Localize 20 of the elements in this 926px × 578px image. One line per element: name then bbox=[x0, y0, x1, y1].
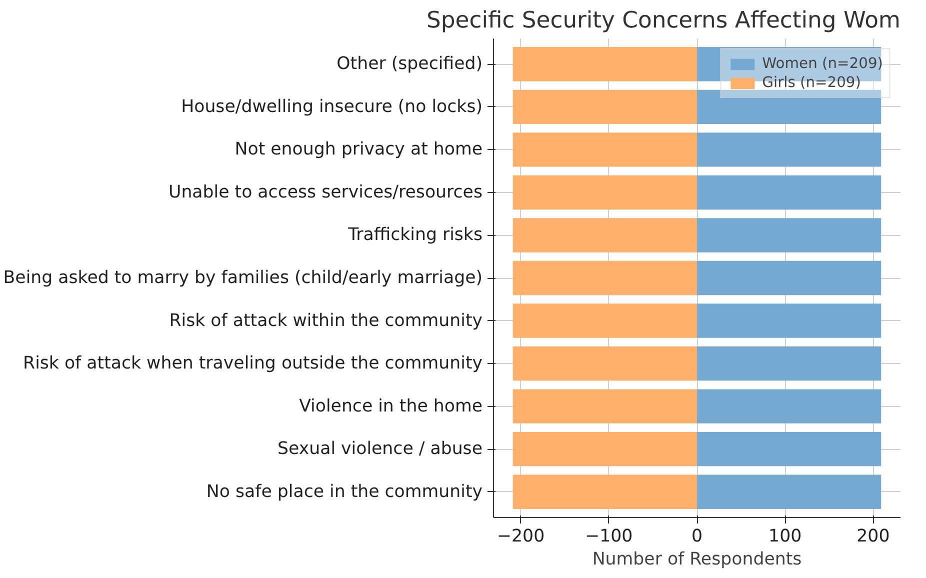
y-tick-label: Violence in the home bbox=[299, 396, 483, 416]
x-axis-title: Number of Respondents bbox=[592, 550, 802, 570]
legend-label: Women (n=209) bbox=[762, 55, 883, 72]
y-tick-label: Unable to access services/resources bbox=[168, 182, 483, 202]
y-tick-label: Sexual violence / abuse bbox=[278, 439, 483, 460]
y-tick-label: Other (specified) bbox=[336, 54, 483, 74]
y-tick-label: Being asked to marry by families (child/early marriage) bbox=[3, 268, 483, 288]
x-tick-label: 0 bbox=[691, 526, 703, 546]
y-tick-label: Risk of attack when traveling outside the community bbox=[23, 354, 483, 374]
y-tick-label: Trafficking risks bbox=[347, 225, 483, 246]
x-tick-label: 200 bbox=[856, 526, 890, 546]
y-tick-label: Not enough privacy at home bbox=[234, 140, 483, 160]
x-tick-label: −200 bbox=[497, 526, 545, 546]
y-tick-label: No safe place in the community bbox=[206, 482, 483, 502]
x-tick-label: −100 bbox=[585, 526, 633, 546]
x-tick-label: 100 bbox=[768, 526, 802, 546]
legend-label: Girls (n=209) bbox=[762, 74, 861, 91]
y-tick-label: Risk of attack within the community bbox=[169, 310, 483, 331]
chart-title: Specific Security Concerns Affecting Wom bbox=[426, 8, 900, 34]
y-tick-label: House/dwelling insecure (no locks) bbox=[181, 96, 483, 117]
